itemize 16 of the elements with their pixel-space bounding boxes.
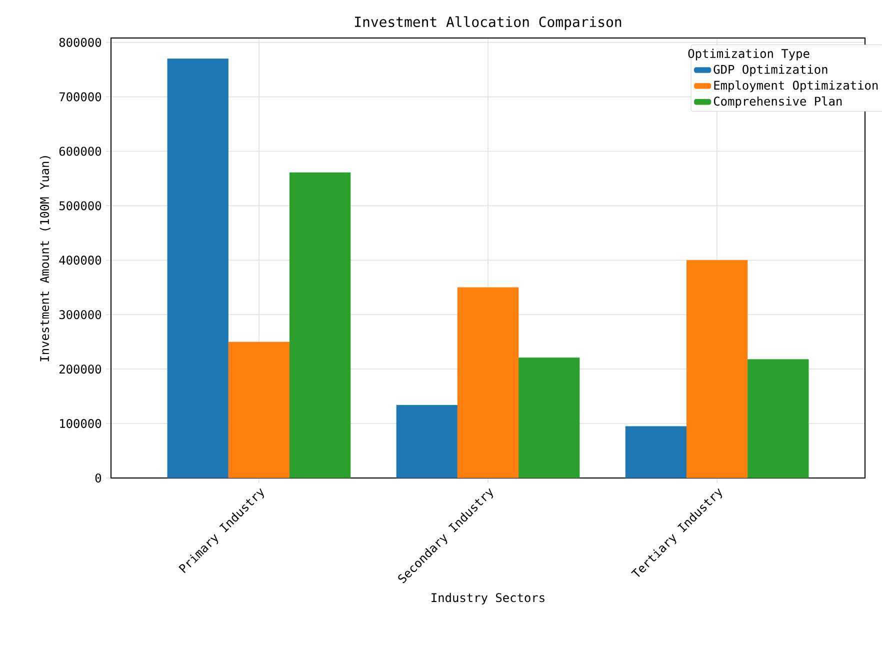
y-tick-label: 300000 bbox=[59, 310, 102, 320]
y-tick-label: 600000 bbox=[59, 146, 102, 156]
y-tick-label: 200000 bbox=[60, 364, 102, 374]
legend-label: Employment Optimization bbox=[714, 80, 878, 92]
y-tick-label: 100000 bbox=[60, 419, 102, 428]
chart-title: Investment Allocation Comparison bbox=[355, 16, 622, 30]
y-tick-label: 0 bbox=[95, 473, 102, 483]
y-tick-label: 400000 bbox=[59, 256, 102, 265]
legend-label: Comprehensive Plan bbox=[714, 96, 842, 108]
y-tick-label: 500000 bbox=[59, 201, 102, 210]
legend-title: Optimization Type bbox=[688, 48, 810, 60]
x-axis-title: Industry Sectors bbox=[432, 592, 544, 604]
y-axis-title: Investment Amount (100M Yuan) bbox=[40, 156, 50, 362]
legend-label: GDP Optimization bbox=[714, 64, 828, 76]
y-tick-label: 800000 bbox=[59, 38, 102, 47]
y-tick-label: 700000 bbox=[59, 92, 102, 102]
